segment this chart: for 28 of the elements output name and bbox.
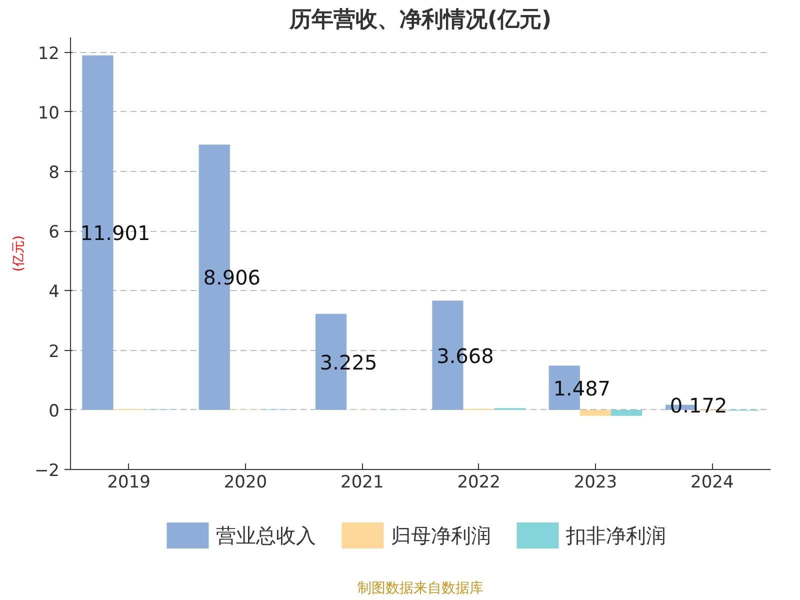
- data-label: 11.901: [80, 221, 150, 246]
- y-axis-title: (亿元): [11, 235, 26, 272]
- x-tick-label: 2021: [340, 472, 384, 492]
- y-tick-label: −2: [34, 461, 60, 481]
- data-label: 3.225: [320, 350, 378, 374]
- x-tick-label: 2024: [690, 472, 734, 492]
- y-tick-label: 12: [38, 44, 60, 64]
- bar: [580, 410, 612, 416]
- y-tick-label: 8: [48, 163, 60, 184]
- y-tick-label: 6: [48, 222, 60, 243]
- y-tick-label: 0: [48, 401, 60, 422]
- x-tick-label: 2019: [107, 472, 150, 492]
- x-tick-label: 2022: [457, 472, 500, 492]
- chart-title: 历年营收、净利情况(亿元): [288, 8, 552, 32]
- legend-label: 营业总收入: [216, 524, 316, 548]
- data-label: 0.172: [670, 393, 728, 418]
- text: 制图数据来自数据库: [358, 580, 484, 596]
- data-label: 1.487: [553, 376, 611, 400]
- x-tick-label: 2023: [574, 472, 618, 492]
- legend-label: 归母净利润: [390, 524, 491, 548]
- y-tick-label: 4: [48, 282, 60, 302]
- y-tick-label: 10: [38, 103, 60, 124]
- data-label: 3.668: [436, 344, 494, 368]
- x-tick-label: 2020: [224, 472, 268, 492]
- y-tick-label: 2: [48, 342, 60, 362]
- data-label: 8.906: [203, 266, 261, 290]
- legend-label: 扣非净利润: [564, 524, 666, 548]
- bar: [611, 410, 642, 416]
